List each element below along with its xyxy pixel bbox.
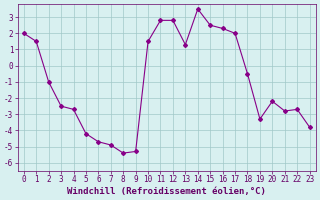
X-axis label: Windchill (Refroidissement éolien,°C): Windchill (Refroidissement éolien,°C)	[67, 187, 266, 196]
